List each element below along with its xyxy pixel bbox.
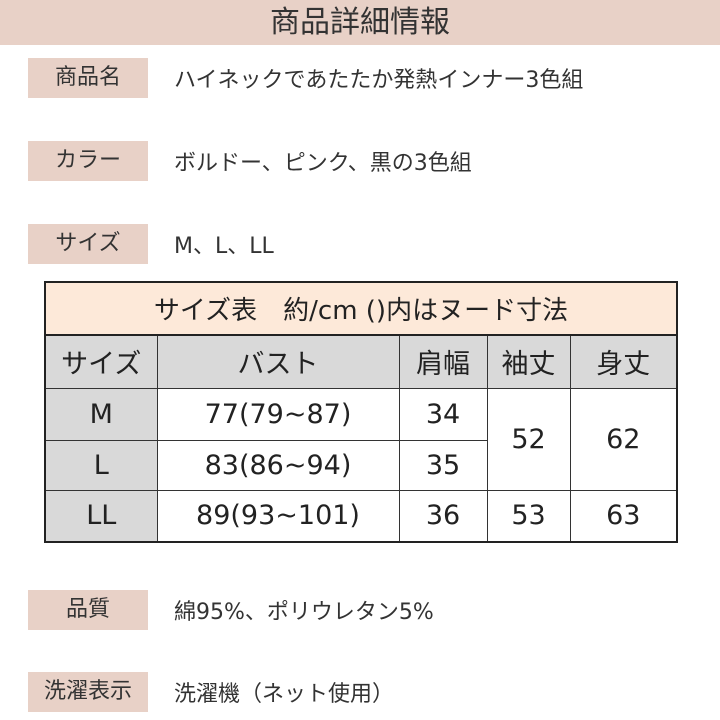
cell-bust: 89(93~101) (156, 489, 400, 543)
cell-bust: 83(86~94) (156, 439, 400, 491)
field-care: 洗濯表示 洗濯機（ネット使用） (28, 672, 394, 712)
page-title: 商品詳細情報 (0, 0, 720, 45)
header-sleeve: 袖丈 (486, 334, 571, 389)
table-row: LL 89(93~101) 36 53 63 (44, 489, 678, 543)
cell-sleeve: 52 (486, 387, 571, 491)
header-bust: バスト (156, 334, 400, 389)
field-color: カラー ボルドー、ピンク、黒の3色組 (28, 141, 472, 181)
cell-size: LL (44, 489, 158, 543)
field-label: サイズ (28, 224, 148, 264)
field-size: サイズ M、L、LL (28, 224, 274, 264)
table-row: M 77(79~87) 34 52 62 (44, 387, 678, 491)
field-value: ボルドー、ピンク、黒の3色組 (174, 151, 472, 176)
cell-sleeve: 53 (486, 489, 571, 543)
field-label: 商品名 (28, 58, 148, 98)
cell-shoulder: 35 (398, 439, 488, 491)
field-value: M、L、LL (174, 234, 274, 259)
field-material: 品質 綿95%、ポリウレタン5% (28, 590, 434, 630)
header-size: サイズ (44, 334, 158, 389)
field-value: 洗濯機（ネット使用） (174, 682, 395, 707)
cell-bust: 77(79~87) (156, 387, 400, 441)
header-length: 身丈 (569, 334, 678, 389)
cell-size: L (44, 439, 158, 491)
field-label: カラー (28, 141, 148, 181)
cell-length: 63 (569, 489, 678, 543)
field-product-name: 商品名 ハイネックであたたか発熱インナー3色組 (28, 58, 583, 98)
size-table: サイズ表 約/cm ()内はヌード寸法 サイズ バスト 肩幅 袖丈 身丈 M 7… (44, 281, 678, 543)
cell-shoulder: 36 (398, 489, 488, 543)
size-table-title: サイズ表 約/cm ()内はヌード寸法 (44, 281, 678, 336)
cell-length: 62 (569, 387, 678, 491)
cell-shoulder: 34 (398, 387, 488, 441)
header-shoulder: 肩幅 (398, 334, 488, 389)
field-label: 品質 (28, 590, 148, 630)
cell-size: M (44, 387, 158, 441)
field-label: 洗濯表示 (28, 672, 148, 712)
field-value: 綿95%、ポリウレタン5% (174, 600, 434, 625)
table-row: L 83(86~94) 35 (44, 439, 677, 491)
field-value: ハイネックであたたか発熱インナー3色組 (174, 68, 584, 93)
